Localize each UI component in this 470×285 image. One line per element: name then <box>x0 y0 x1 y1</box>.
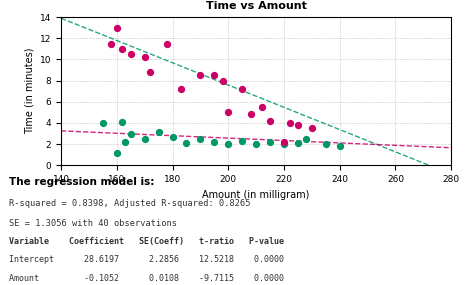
Y-axis label: Time (in minutes): Time (in minutes) <box>24 48 34 135</box>
Point <box>266 140 274 144</box>
Point <box>177 87 185 91</box>
Text: Intercept      28.6197      2.2856    12.5218    0.0000: Intercept 28.6197 2.2856 12.5218 0.0000 <box>9 255 284 264</box>
Point <box>308 126 316 131</box>
Point <box>280 140 288 144</box>
Point <box>258 105 266 109</box>
Point <box>196 73 204 78</box>
Point <box>141 137 149 141</box>
Text: Variable    Coefficient   SE(Coeff)   t-ratio   P-value: Variable Coefficient SE(Coeff) t-ratio P… <box>9 237 284 246</box>
Point <box>286 121 293 125</box>
Text: Amount         -0.1052      0.0108    -9.7115    0.0000: Amount -0.1052 0.0108 -9.7115 0.0000 <box>9 274 284 283</box>
Point <box>118 46 126 51</box>
Point <box>163 41 171 46</box>
Point <box>211 140 218 144</box>
Text: The regression model is:: The regression model is: <box>9 177 155 187</box>
Point <box>322 142 329 146</box>
Point <box>294 141 302 145</box>
Point <box>196 137 204 141</box>
Point <box>121 140 129 144</box>
Text: R-squared = 0.8398, Adjusted R-squared: 0.8265: R-squared = 0.8398, Adjusted R-squared: … <box>9 200 251 209</box>
Point <box>266 119 274 123</box>
Point <box>225 110 232 115</box>
Point <box>113 150 121 155</box>
Point <box>169 135 176 139</box>
Title: Time vs Amount: Time vs Amount <box>206 1 306 11</box>
Point <box>252 142 260 146</box>
Point <box>219 78 227 83</box>
Point <box>183 141 190 145</box>
Point <box>127 52 134 56</box>
Text: SE = 1.3056 with 40 observations: SE = 1.3056 with 40 observations <box>9 219 177 229</box>
Point <box>141 55 149 60</box>
Point <box>211 73 218 78</box>
Point <box>336 144 344 148</box>
Point <box>127 131 134 136</box>
Point <box>294 123 302 127</box>
Point <box>108 41 115 46</box>
Point <box>225 142 232 146</box>
Point <box>99 121 107 125</box>
Point <box>155 130 163 135</box>
Point <box>280 142 288 146</box>
X-axis label: Amount (in milligram): Amount (in milligram) <box>203 190 310 199</box>
Point <box>247 112 254 117</box>
Point <box>113 25 121 30</box>
Point <box>238 87 246 91</box>
Point <box>118 120 126 124</box>
Point <box>147 70 154 74</box>
Point <box>303 137 310 141</box>
Point <box>238 139 246 143</box>
